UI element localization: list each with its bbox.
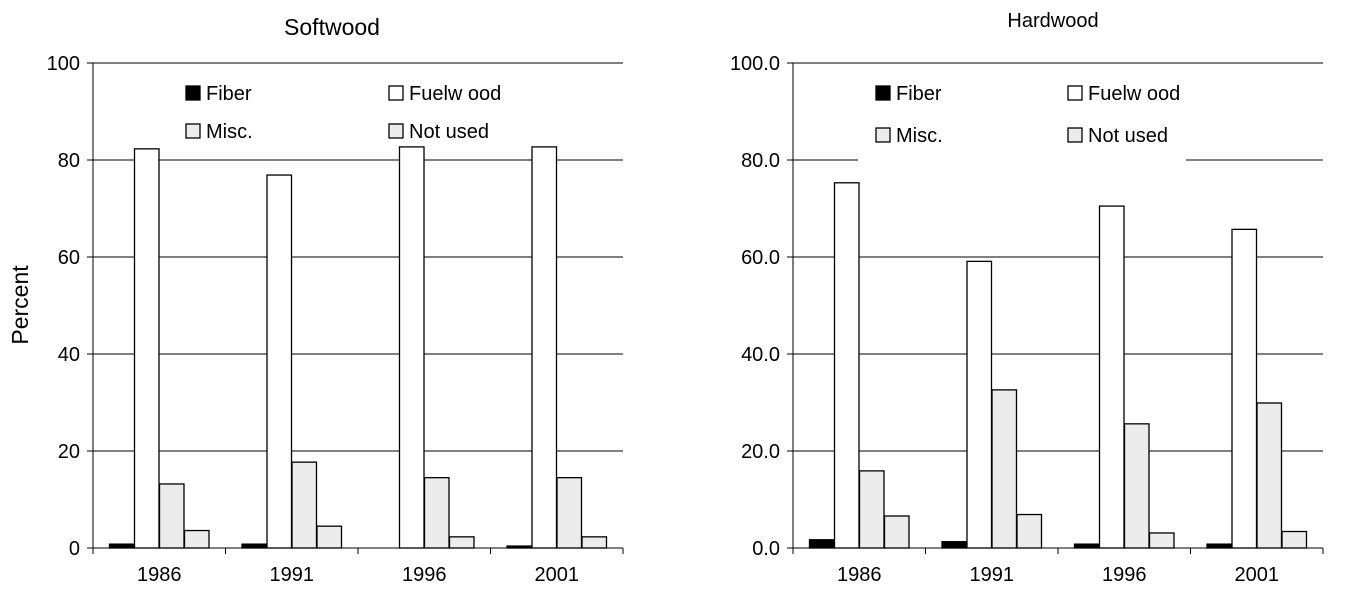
x-tick-label: 1986 — [137, 564, 182, 586]
y-tick-label: 100 — [47, 53, 80, 75]
legend-label: Not used — [409, 121, 489, 143]
legend-label: Misc. — [896, 125, 943, 147]
x-tick-label: 1991 — [270, 564, 315, 586]
chart-title: Hardwood — [1007, 10, 1098, 32]
bar-fuelw-ood-1996 — [1100, 206, 1125, 548]
legend-label: Not used — [1088, 125, 1168, 147]
y-tick-label: 100.0 — [730, 53, 780, 75]
bar-not-used-1996 — [450, 537, 475, 548]
chart-title: Softwood — [284, 14, 380, 40]
bar-misc--1996 — [425, 478, 450, 548]
y-tick-label: 20 — [58, 441, 80, 463]
bar-misc--1991 — [292, 462, 317, 548]
bar-not-used-1986 — [185, 531, 210, 548]
bar-fiber-1996 — [1075, 544, 1100, 548]
bar-fuelw-ood-1991 — [267, 175, 292, 548]
x-tick-label: 2001 — [535, 564, 580, 586]
bar-not-used-2001 — [582, 537, 607, 548]
bar-fuelw-ood-1986 — [835, 183, 860, 548]
y-tick-label: 0 — [69, 538, 80, 560]
chart-softwood: 0 20 40 60 80 100 1986 1991 1996 2001 Softwood Fibe… — [47, 14, 623, 586]
x-tick-label: 1986 — [837, 564, 882, 586]
x-tick-label: 1996 — [402, 564, 447, 586]
bar-fuelw-ood-1996 — [400, 147, 425, 548]
legend-swatch — [389, 124, 403, 138]
legend-swatch — [876, 128, 890, 142]
bar-misc--1991 — [992, 390, 1017, 548]
bar-fiber-2001 — [1207, 544, 1232, 548]
bar-misc--2001 — [557, 478, 582, 548]
bar-misc--1986 — [860, 471, 885, 548]
bar-not-used-1991 — [1017, 515, 1042, 548]
y-tick-label: 80 — [58, 150, 80, 172]
legend-swatch — [389, 86, 403, 100]
chart-hardwood: 0.0 20.0 40.0 60.0 80.0 100.0 1986 1991 1996 2001… — [730, 10, 1323, 586]
y-tick-label: 0.0 — [752, 538, 780, 560]
bar-fuelw-ood-2001 — [532, 147, 557, 548]
legend-swatch — [186, 86, 200, 100]
y-axis-title: Percent — [7, 265, 33, 345]
y-tick-label: 20.0 — [741, 441, 780, 463]
legend-swatch — [1068, 128, 1082, 142]
x-tick-label: 2001 — [1235, 564, 1280, 586]
legend-label: Fiber — [896, 83, 942, 105]
legend-label: Fuelw ood — [409, 83, 501, 105]
legend-label: Misc. — [206, 121, 253, 143]
legend-label: Fiber — [206, 83, 252, 105]
bar-not-used-2001 — [1282, 532, 1307, 548]
bar-not-used-1986 — [885, 516, 910, 548]
bar-not-used-1996 — [1150, 533, 1175, 548]
x-tick-label: 1991 — [970, 564, 1015, 586]
bar-fiber-2001 — [507, 546, 532, 548]
y-tick-label: 80.0 — [741, 150, 780, 172]
bar-fiber-1991 — [942, 542, 967, 548]
bar-fuelw-ood-1991 — [967, 261, 992, 548]
y-tick-label: 60.0 — [741, 247, 780, 269]
bar-fuelw-ood-2001 — [1232, 229, 1257, 548]
legend-swatch — [876, 86, 890, 100]
bar-fiber-1986 — [810, 540, 835, 548]
y-tick-label: 40.0 — [741, 344, 780, 366]
y-tick-label: 40 — [58, 344, 80, 366]
bar-misc--1986 — [160, 484, 185, 548]
bar-fiber-1986 — [110, 544, 135, 548]
legend-swatch — [1068, 86, 1082, 100]
x-tick-label: 1996 — [1102, 564, 1147, 586]
legend-label: Fuelw ood — [1088, 83, 1180, 105]
bar-fuelw-ood-1986 — [135, 149, 160, 548]
bar-fiber-1991 — [242, 544, 267, 548]
bar-not-used-1991 — [317, 526, 342, 548]
y-tick-label: 60 — [58, 247, 80, 269]
bar-misc--1996 — [1125, 424, 1150, 548]
legend-swatch — [186, 124, 200, 138]
bar-misc--2001 — [1257, 403, 1282, 548]
